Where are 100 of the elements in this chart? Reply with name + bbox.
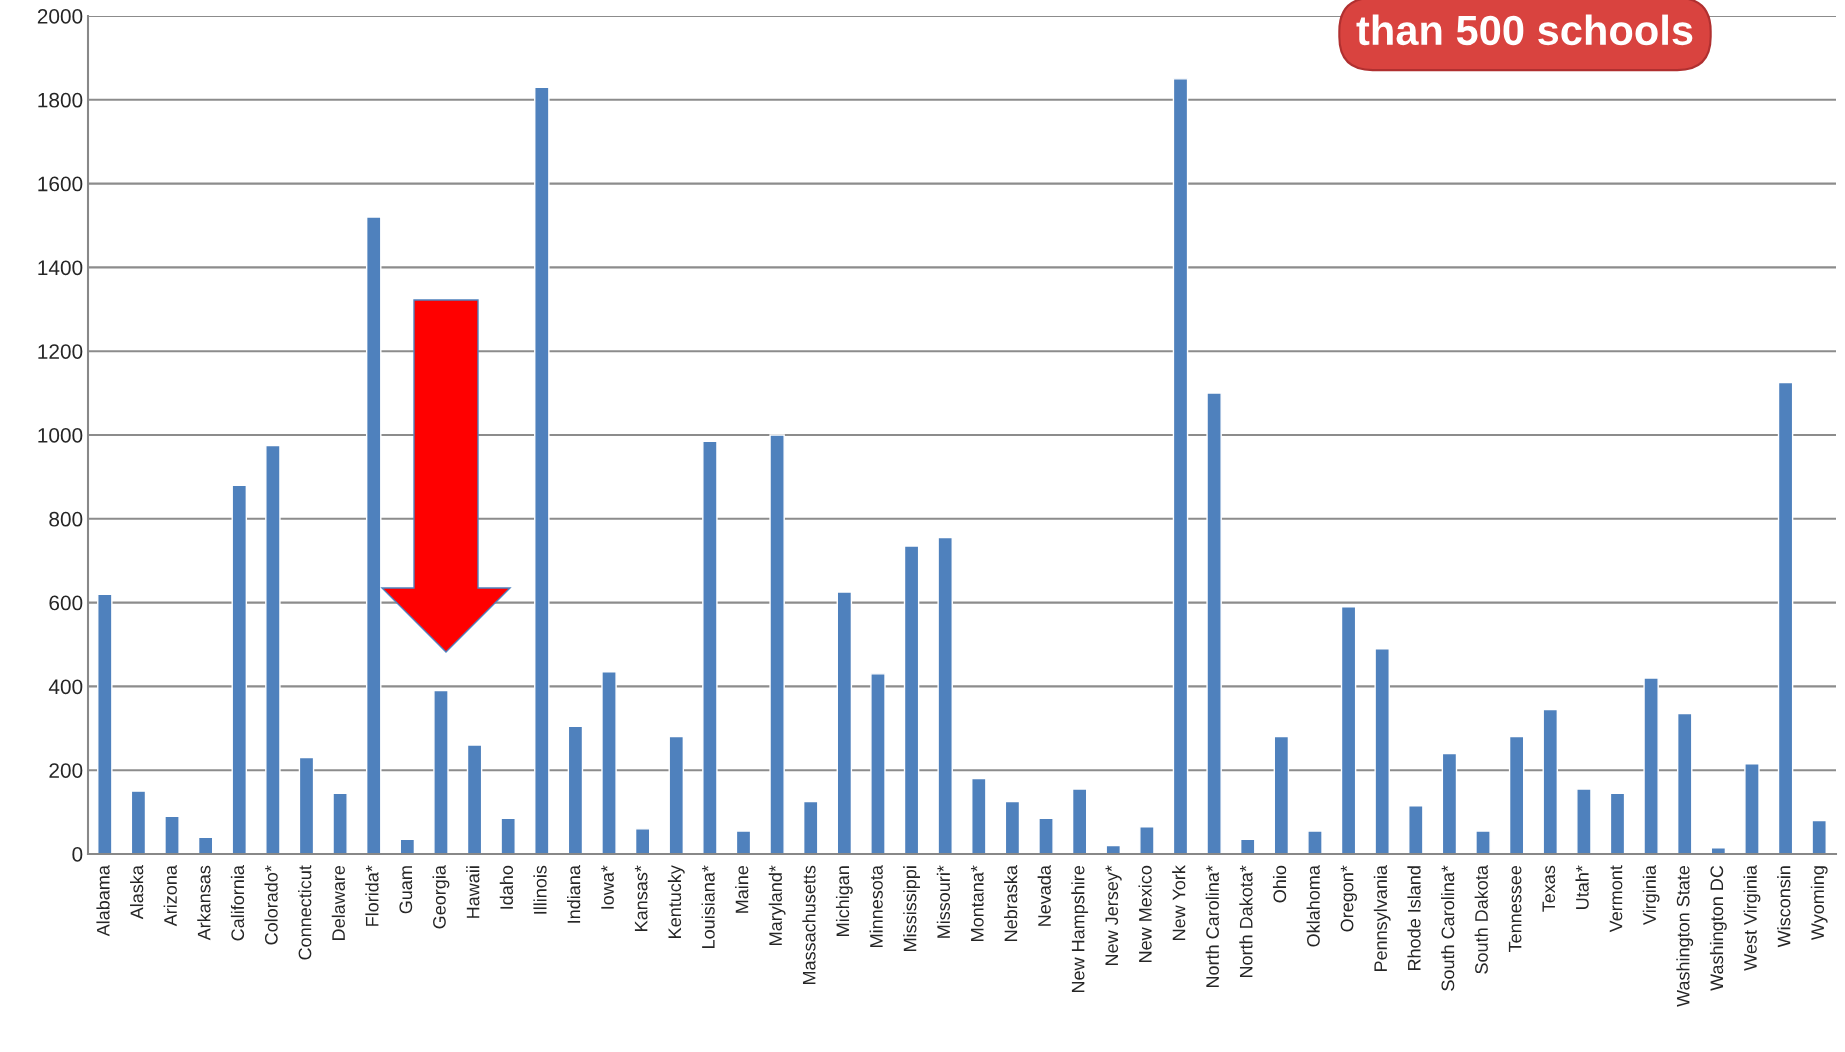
x-tick-label: Missouri* [936,865,951,938]
bar [1744,763,1760,854]
x-tick-label: Maryland* [768,865,786,945]
x-tick-label: Rhode Island [1407,866,1421,971]
bar [1071,788,1088,854]
y-tick-label: 1400 [38,260,83,276]
x-tick-label: Massachusetts [802,865,816,985]
x-tick-label: South Dakota [1474,865,1488,974]
x-tick-label: New Hampshire [1071,865,1089,993]
bar [870,673,886,854]
bar [332,792,348,854]
bar [1340,606,1357,854]
bar [601,671,617,854]
x-tick-label: Indiana [567,865,581,923]
bar [1307,830,1323,854]
bar [903,545,920,854]
bar [500,817,516,854]
x-tick-label: Nebraska [1004,865,1018,941]
x-tick-label: Louisiana* [701,865,715,948]
bar [298,756,315,854]
x-tick-label: California [230,865,245,941]
bar [567,725,584,854]
x-tick-label: Alaska [130,865,144,920]
bar [1542,708,1559,854]
bar [668,735,685,854]
y-tick-label: 1200 [38,344,83,359]
bar [466,744,483,854]
bar [1508,735,1525,854]
bar [802,800,819,854]
x-tick-label: Arkansas [197,865,211,941]
bar [1576,788,1592,854]
bar [1811,819,1827,854]
x-tick-label: Kansas* [634,865,648,931]
bar [1172,78,1189,854]
bar [1609,792,1626,854]
bar [1004,800,1021,854]
y-tick-label: 600 [49,595,83,611]
y-tick-label: 0 [72,847,83,862]
x-tick-label: Guam [399,866,413,914]
bar [130,790,147,854]
x-tick-label: Mississippi [903,866,920,951]
bar [702,440,718,854]
x-tick-label: New Mexico [1138,865,1152,962]
x-tick-label: Colorado* [264,865,278,945]
bar [836,591,853,854]
y-tick-label: 800 [49,511,83,527]
x-tick-label: Nevada [1037,865,1051,926]
bar [164,815,180,854]
y-tick-label: 1600 [38,176,83,192]
y-tick-label: 200 [49,763,83,778]
x-tick-label: Washington State [1676,865,1694,1007]
x-tick-label: Wisconsin [1777,866,1791,948]
bar [97,593,113,854]
bar [1676,712,1693,854]
x-tick-label: Kentucky [667,865,685,938]
x-tick-label: Utah* [1575,865,1589,909]
y-tick-label: 1800 [38,92,83,108]
x-tick-label: Oregon* [1340,865,1357,932]
x-tick-label: Maine [735,865,749,913]
x-tick-label: Ohio [1272,865,1287,903]
bar [1441,752,1458,854]
y-tick-label: 400 [48,679,83,695]
x-tick-label: Florida* [365,865,379,926]
x-tick-label: Idaho [499,865,514,909]
bar [1038,817,1054,854]
x-tick-label: West Virginia [1743,865,1761,971]
x-tick-label: Virginia [1642,865,1660,925]
bar [735,830,752,854]
bar [433,689,449,854]
bar [1408,805,1424,854]
x-tick-label: Washington DC [1709,865,1727,991]
x-tick-label: Illinois [533,865,547,914]
bar [769,434,785,854]
x-tick-label: Pennsylvania [1373,865,1391,972]
bar [1374,647,1390,854]
x-tick-label: Arizona [163,865,177,927]
x-tick-label: Iowa* [601,865,614,909]
bar [1206,392,1222,854]
x-tick-label: North Carolina* [1205,865,1219,988]
x-tick-label: Minnesota [869,865,883,947]
y-tick-label: 2000 [37,9,83,24]
x-tick-label: Hawaii [466,866,480,918]
x-tick-label: Vermont [1609,865,1623,933]
bar [1643,677,1659,854]
bar [1777,381,1794,854]
x-tick-label: Alabama [96,865,110,937]
x-tick-label: North Dakota* [1239,865,1253,978]
y-tick-label: 1000 [38,428,83,443]
bar [971,777,987,854]
x-tick-label: Connecticut [298,865,312,960]
x-tick-label: Montana* [971,865,984,941]
annotation: than 500 schools [1356,14,1693,46]
x-tick-label: Georgia [432,865,450,929]
x-tick-label: Michigan [835,866,853,936]
bar [1475,830,1491,854]
x-tick-label: Tennessee [1508,865,1522,953]
x-tick-label: South Carolina* [1441,865,1455,991]
x-tick-label: Texas [1542,865,1556,912]
bar [634,828,651,854]
x-tick-label: Delaware [331,865,345,940]
